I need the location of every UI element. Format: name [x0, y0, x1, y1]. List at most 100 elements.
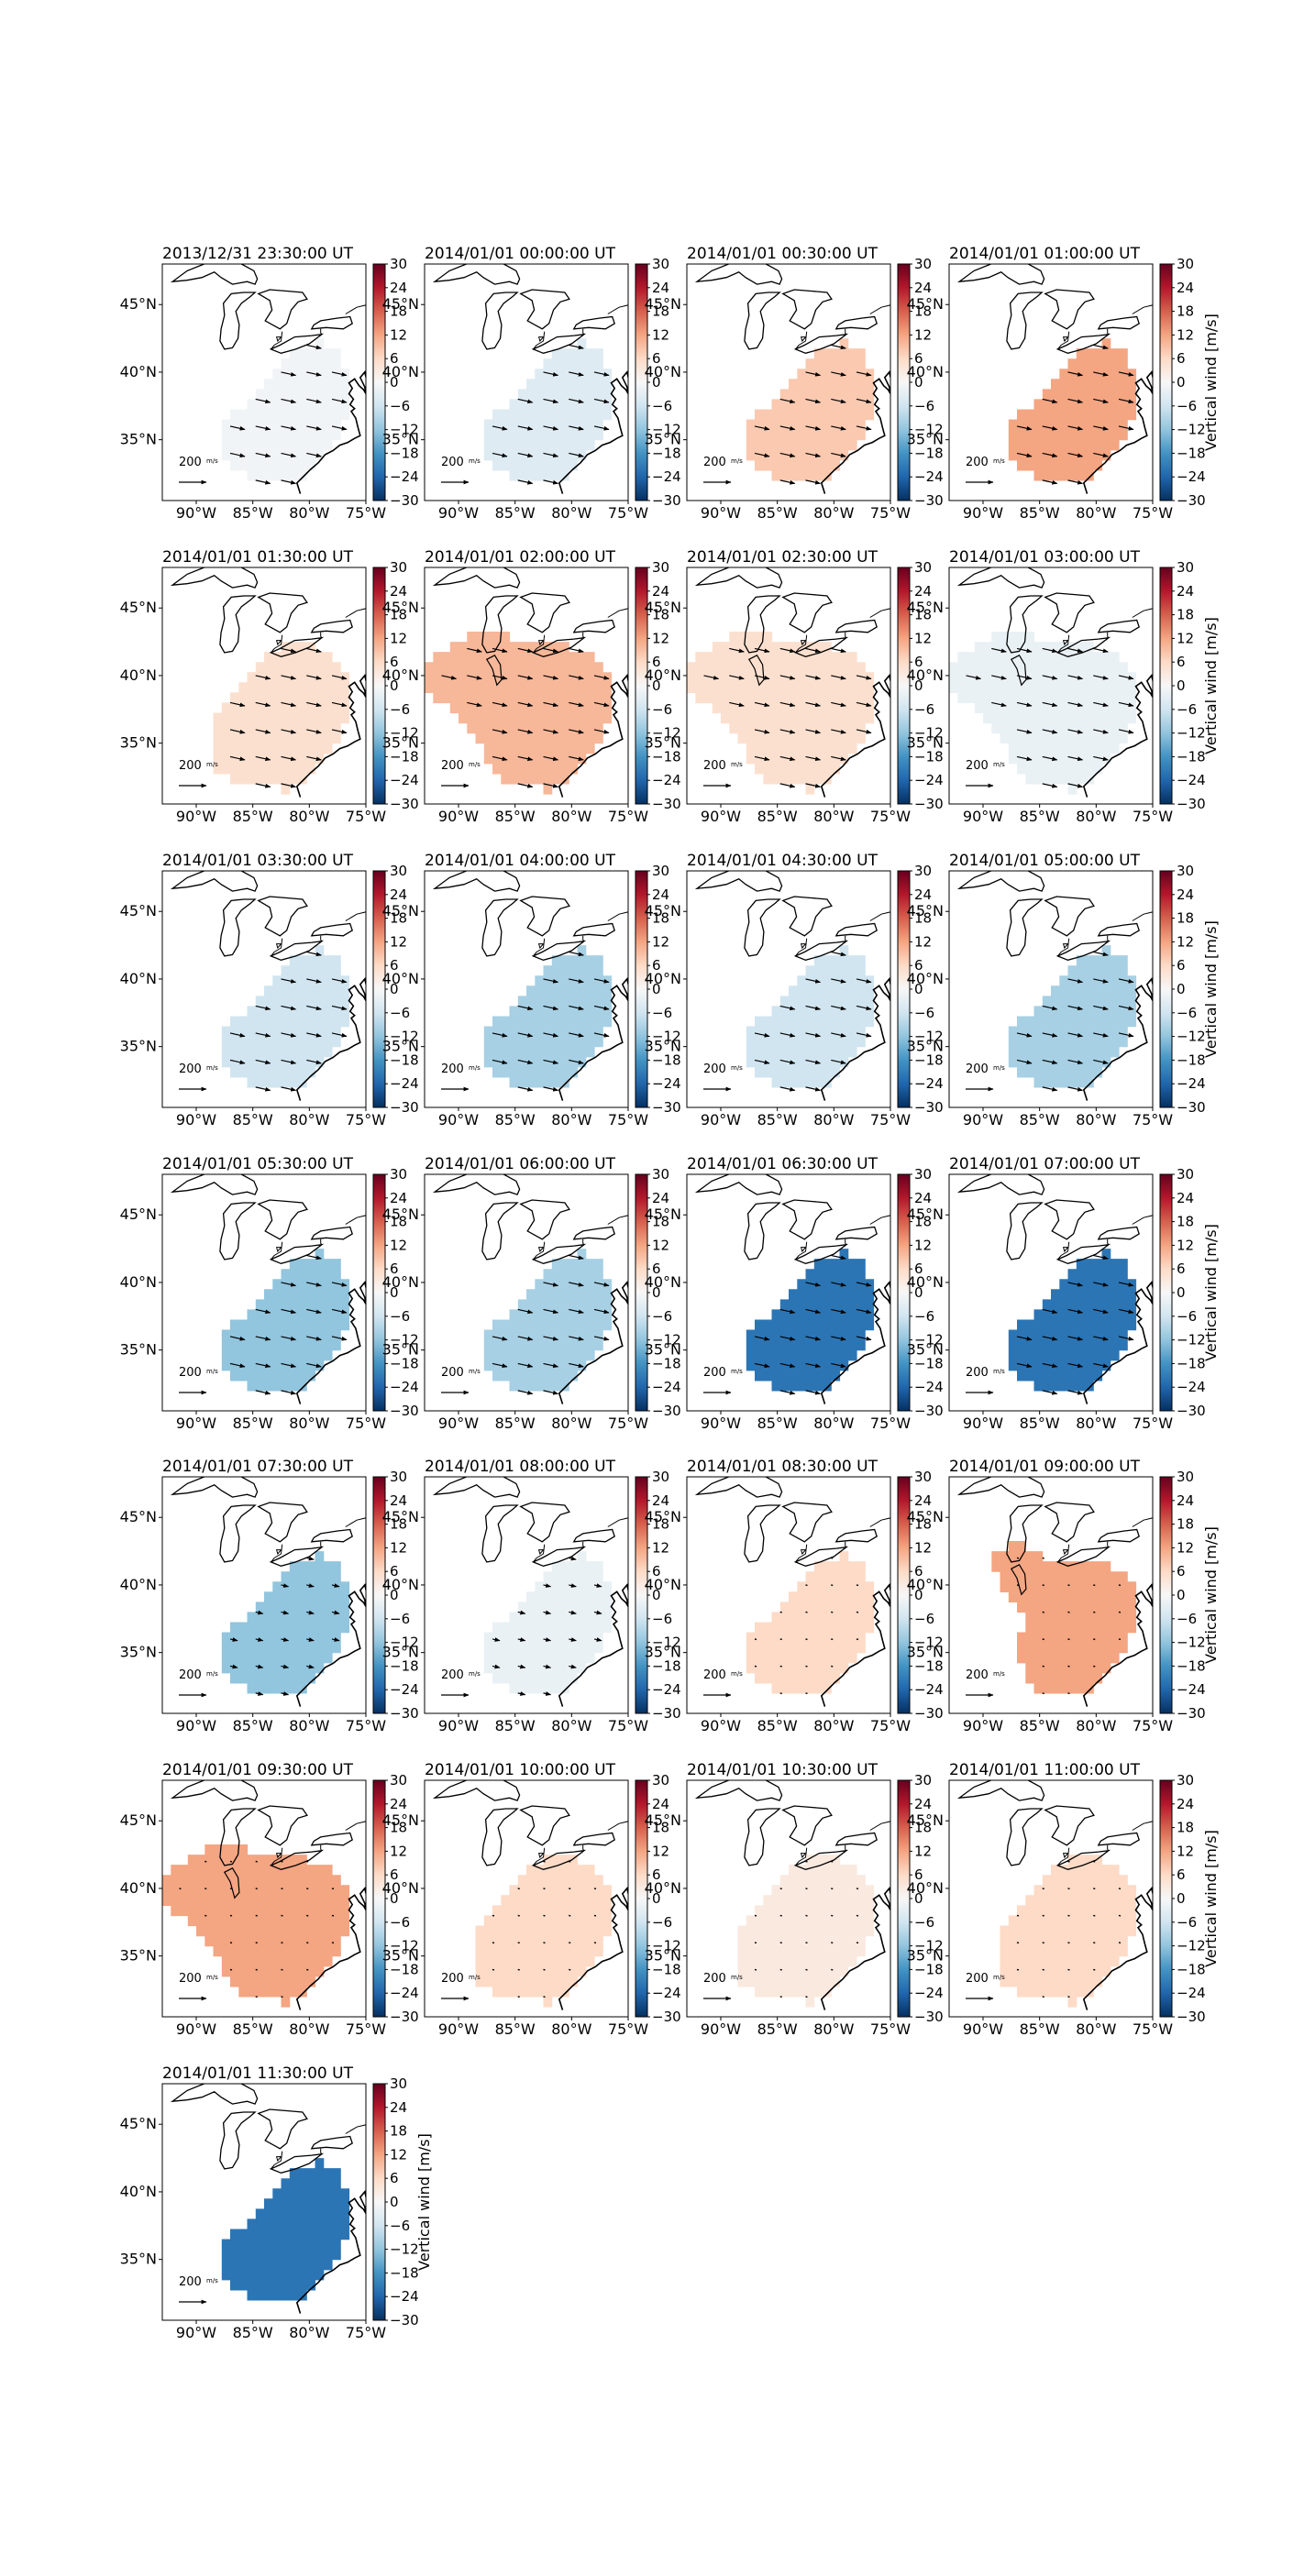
wind-arrow	[492, 1968, 495, 1971]
wind-arrow	[492, 729, 508, 734]
coastline	[295, 2190, 366, 2314]
lat-tick-label: 45°N	[382, 1205, 419, 1223]
lon-tick-label: 85°W	[233, 504, 273, 522]
wind-arrow	[281, 1888, 283, 1890]
reference-arrow-label: 200	[179, 1062, 202, 1076]
coastline	[295, 370, 366, 494]
lat-tick-label: 40°N	[645, 666, 681, 684]
colorbar-tick-label: 0	[1177, 1890, 1186, 1907]
wind-arrow	[543, 978, 559, 984]
wind-arrow	[569, 1362, 584, 1369]
map-panel: 2014/01/01 10:00:00 UT 200 m/s 90°W 85°W 80°W…	[382, 1761, 681, 2038]
wind-arrow	[805, 675, 822, 680]
wind-arrow	[1042, 425, 1058, 431]
wind-arrow	[1016, 1336, 1033, 1341]
wind-arrow	[306, 371, 322, 377]
lon-tick-label: 80°W	[289, 2020, 329, 2038]
colorbar-tick-label: 6	[1177, 957, 1186, 974]
colorbar-tick-label: −6	[914, 1005, 934, 1021]
wind-arrow	[856, 1584, 859, 1587]
colorbar-tick-label: 0	[652, 1284, 661, 1301]
wind-arrow	[1067, 425, 1084, 431]
colorbar-tick-label: 24	[1177, 1492, 1194, 1509]
colorbar-tick-label: −24	[652, 1985, 681, 2001]
colorbar-tick-label: 6	[652, 350, 661, 367]
map-panel: 2014/01/01 07:30:00 UT 200 m/s 90°W 85°W 80°W…	[120, 1458, 419, 1734]
lake-outline	[834, 619, 878, 633]
colorbar-tick-label: 30	[1177, 256, 1194, 272]
colorbar-tick-label: 6	[914, 654, 923, 670]
lake-outline	[219, 1504, 257, 1563]
wind-arrow	[331, 701, 348, 708]
lat-tick-label: 35°N	[120, 1947, 157, 1965]
wind-arrow	[467, 675, 482, 680]
colorbar-tick-label: −18	[1177, 1961, 1206, 1977]
lat-tick-label: 45°N	[120, 599, 157, 616]
lat-tick-label: 45°N	[382, 1811, 419, 1829]
wind-arrow	[831, 344, 846, 350]
lat-tick-label: 35°N	[120, 1644, 157, 1661]
wind-arrow	[331, 729, 348, 734]
lon-tick-label: 85°W	[495, 1415, 536, 1432]
wind-arrow	[1067, 1059, 1084, 1065]
colorbar-tick-label: −12	[390, 2241, 419, 2258]
wind-arrow	[543, 1282, 559, 1287]
panel-frame	[161, 263, 367, 501]
lat-tick-label: 45°N	[120, 1508, 157, 1525]
wind-arrow	[306, 675, 322, 680]
lat-tick-label: 45°N	[120, 1811, 157, 1829]
lat-tick-label: 45°N	[382, 295, 419, 313]
colorbar-tick-label: −6	[1177, 398, 1197, 414]
wind-arrow	[1067, 783, 1084, 788]
wind-arrow	[729, 701, 745, 708]
panel-frame	[948, 1173, 1154, 1412]
wind-arrow	[729, 647, 745, 654]
colorbar-tick-label: 24	[914, 1190, 932, 1206]
lon-tick-label: 75°W	[870, 1111, 911, 1128]
wind-arrow	[517, 1308, 534, 1315]
lake-outline	[694, 1780, 783, 1801]
wind-arrow	[517, 783, 534, 788]
colorbar-tick-label: 18	[390, 910, 407, 927]
wind-arrow	[1093, 729, 1109, 734]
wind-arrow	[543, 1610, 552, 1615]
lake-outline	[1006, 1202, 1044, 1260]
reference-arrow-unit: m/s	[469, 1368, 481, 1375]
lake-outline	[481, 1808, 519, 1866]
colorbar-tick-label: 24	[390, 1796, 407, 1812]
lon-tick-label: 90°W	[701, 504, 741, 522]
lat-tick-label: 45°N	[645, 295, 681, 313]
wind-arrow	[1042, 1914, 1044, 1917]
colorbar-tick-label: 6	[390, 1260, 399, 1277]
colorbar-tick-label: 24	[1177, 280, 1194, 296]
lat-tick-label: 35°N	[907, 734, 944, 752]
colorbar-tick-label: −6	[652, 1611, 672, 1627]
colorbar-tick-label: 30	[914, 1772, 932, 1789]
colorbar-tick-label: 12	[1177, 933, 1194, 950]
wind-arrow	[831, 1308, 846, 1315]
colorbar-tick-label: −12	[652, 1029, 681, 1045]
lat-tick-label: 40°N	[120, 1273, 157, 1291]
lake-outline	[744, 292, 781, 350]
lon-tick-label: 85°W	[1020, 1415, 1060, 1432]
reference-arrow-unit: m/s	[993, 1368, 1005, 1375]
lake-outline	[781, 1199, 833, 1240]
lat-tick-label: 35°N	[645, 1038, 681, 1055]
colorbar-label: Vertical wind [m/s]	[415, 2133, 433, 2271]
colorbar-tick-label: 0	[652, 677, 661, 694]
wind-arrow	[543, 1996, 546, 1998]
panel-title: 2014/01/01 08:00:00 UT	[425, 1458, 616, 1476]
wind-arrow	[306, 1914, 309, 1917]
coastline	[295, 674, 366, 798]
lake-outline	[432, 1174, 521, 1195]
colorbar-tick-label: −30	[652, 796, 681, 812]
colorbar-tick-label: 18	[914, 1516, 932, 1533]
colorbar-tick-label: 0	[390, 374, 399, 391]
coastline	[295, 1281, 366, 1404]
lon-tick-label: 85°W	[233, 1111, 273, 1128]
lon-tick-label: 90°W	[438, 2020, 479, 2038]
colorbar-tick-label: 30	[1177, 1166, 1194, 1183]
wind-arrow	[1067, 647, 1084, 654]
wind-arrow	[805, 425, 822, 431]
wind-arrow	[856, 398, 872, 404]
